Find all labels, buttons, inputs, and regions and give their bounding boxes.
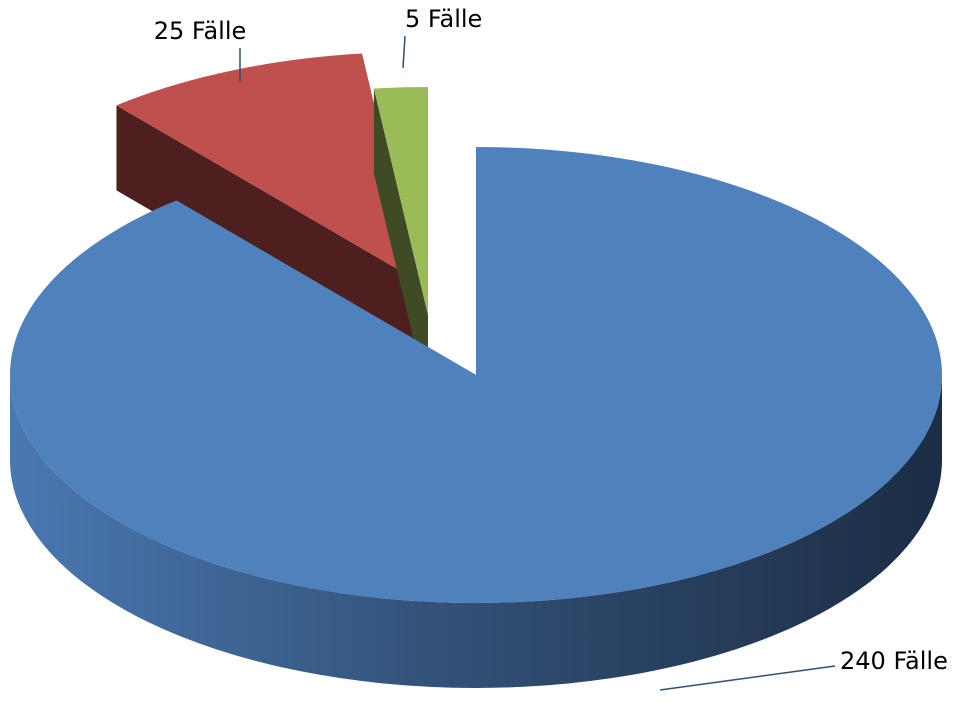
data-label: 25 Fälle [154,17,247,45]
slice [116,53,417,280]
slice [373,87,428,315]
leader-line [402,35,406,69]
slice [9,147,943,603]
data-label: 5 Fälle [405,5,482,33]
leader-line [659,665,836,691]
slice-side [10,375,942,688]
data-label: 240 Fälle [840,647,948,675]
slice-side [373,88,428,400]
